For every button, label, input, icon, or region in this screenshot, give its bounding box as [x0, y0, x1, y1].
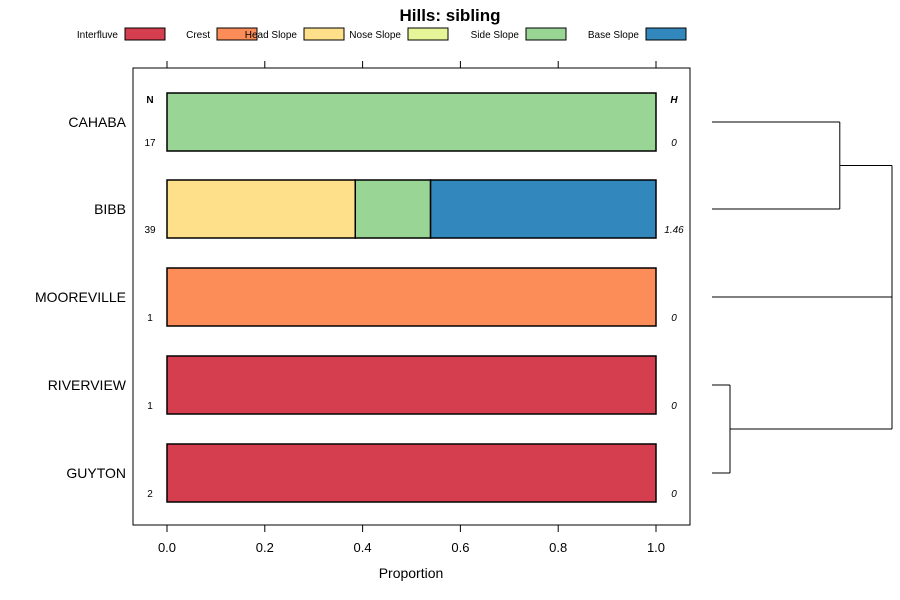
- x-tick-label: 0.2: [256, 540, 274, 555]
- n-column: N 17 39 1 1 2: [144, 95, 156, 500]
- h-value-bibb: 1.46: [664, 225, 684, 236]
- legend-label-base-slope: Base Slope: [588, 30, 640, 41]
- bar-cahaba-side-slope: [166, 92, 657, 152]
- category-label-mooreville: MOOREVILLE: [35, 289, 126, 305]
- h-column: H 0 1.46 0 0 0: [664, 95, 684, 500]
- bar-bibb-base-slope: [429, 179, 657, 239]
- n-value-riverview: 1: [147, 401, 153, 412]
- legend-swatch-side-slope: [525, 27, 567, 41]
- legend-swatch-crest: [216, 27, 258, 41]
- legend-label-interfluve: Interfluve: [77, 30, 119, 41]
- n-value-cahaba: 17: [144, 138, 156, 149]
- category-label-cahaba: CAHABA: [68, 114, 126, 130]
- plot-frame: [132, 67, 691, 526]
- category-label-bibb: BIBB: [94, 201, 126, 217]
- x-axis-title: Proportion: [379, 565, 444, 581]
- n-value-bibb: 39: [144, 225, 156, 236]
- legend-label-head-slope: Head Slope: [245, 30, 298, 41]
- category-label-guyton: GUYTON: [66, 465, 126, 481]
- dendrogram: [712, 121, 893, 474]
- legend-swatch-interfluve: [124, 27, 166, 41]
- bar-mooreville-crest: [166, 267, 657, 327]
- legend-swatch-head-slope: [303, 27, 345, 41]
- h-value-guyton: 0: [671, 489, 677, 500]
- x-tick-label: 1.0: [647, 540, 665, 555]
- category-label-riverview: RIVERVIEW: [48, 377, 127, 393]
- h-value-mooreville: 0: [671, 313, 677, 324]
- n-column-header: N: [146, 95, 153, 106]
- x-tick-label: 0.6: [451, 540, 469, 555]
- h-column-header: H: [670, 95, 678, 106]
- legend-swatch-base-slope: [645, 27, 687, 41]
- legend-label-crest: Crest: [186, 30, 210, 41]
- category-labels: CAHABA BIBB MOOREVILLE RIVERVIEW GUYTON: [35, 114, 127, 481]
- legend-label-side-slope: Side Slope: [471, 30, 520, 41]
- bars: [166, 92, 657, 503]
- n-value-guyton: 2: [147, 489, 153, 500]
- x-axis: 0.0 0.2 0.4 0.6 0.8 1.0: [158, 525, 665, 555]
- h-value-riverview: 0: [671, 401, 677, 412]
- chart-title: Hills: sibling: [399, 6, 500, 25]
- bar-bibb-side-slope: [354, 179, 432, 239]
- h-value-cahaba: 0: [671, 138, 677, 149]
- bar-bibb-head-slope: [166, 179, 357, 239]
- n-value-mooreville: 1: [147, 313, 153, 324]
- x-tick-label: 0.8: [549, 540, 567, 555]
- legend-swatch-nose-slope: [407, 27, 449, 41]
- legend-label-nose-slope: Nose Slope: [349, 30, 401, 41]
- bar-guyton-interfluve: [166, 443, 657, 503]
- top-axis-ticks: [166, 61, 657, 68]
- x-tick-label: 0.4: [354, 540, 372, 555]
- x-tick-label: 0.0: [158, 540, 176, 555]
- bar-riverview-interfluve: [166, 355, 657, 415]
- legend: Interfluve Crest Head Slope Nose Slope Side …: [77, 27, 687, 41]
